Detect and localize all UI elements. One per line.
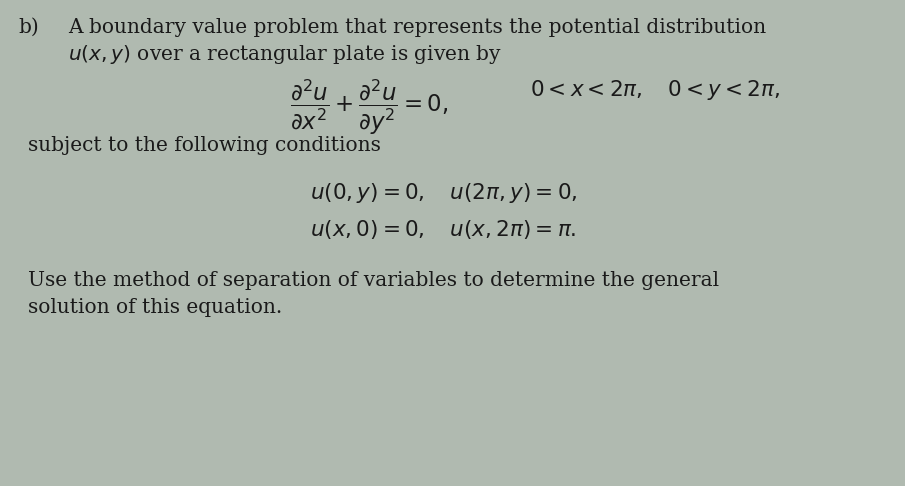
Text: $u(x, y)$ over a rectangular plate is given by: $u(x, y)$ over a rectangular plate is gi…	[68, 43, 502, 66]
Text: $\dfrac{\partial^2 u}{\partial x^2} + \dfrac{\partial^2 u}{\partial y^2} = 0,$: $\dfrac{\partial^2 u}{\partial x^2} + \d…	[290, 78, 448, 138]
Text: b): b)	[18, 18, 39, 37]
Text: subject to the following conditions: subject to the following conditions	[28, 136, 381, 155]
Text: $u(0, y) = 0, \quad u(2\pi, y) = 0,$: $u(0, y) = 0, \quad u(2\pi, y) = 0,$	[310, 181, 577, 205]
Text: $0 < x < 2\pi, \quad 0 < y < 2\pi,$: $0 < x < 2\pi, \quad 0 < y < 2\pi,$	[530, 78, 780, 102]
Text: A boundary value problem that represents the potential distribution: A boundary value problem that represents…	[68, 18, 767, 37]
Text: $u(x, 0) = 0, \quad u(x, 2\pi) = \pi.$: $u(x, 0) = 0, \quad u(x, 2\pi) = \pi.$	[310, 218, 576, 241]
Text: Use the method of separation of variables to determine the general: Use the method of separation of variable…	[28, 271, 719, 290]
Text: solution of this equation.: solution of this equation.	[28, 298, 282, 317]
